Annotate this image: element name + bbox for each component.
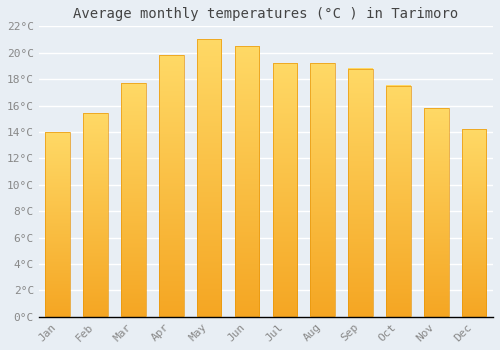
Bar bbox=[46, 132, 70, 317]
Bar bbox=[424, 108, 448, 317]
Bar bbox=[234, 46, 260, 317]
Bar bbox=[310, 63, 335, 317]
Bar bbox=[159, 55, 184, 317]
Bar bbox=[272, 63, 297, 317]
Bar bbox=[386, 86, 410, 317]
Bar bbox=[462, 129, 486, 317]
Bar bbox=[348, 69, 373, 317]
Bar bbox=[84, 113, 108, 317]
Title: Average monthly temperatures (°C ) in Tarimoro: Average monthly temperatures (°C ) in Ta… bbox=[74, 7, 458, 21]
Bar bbox=[121, 83, 146, 317]
Bar bbox=[197, 40, 222, 317]
